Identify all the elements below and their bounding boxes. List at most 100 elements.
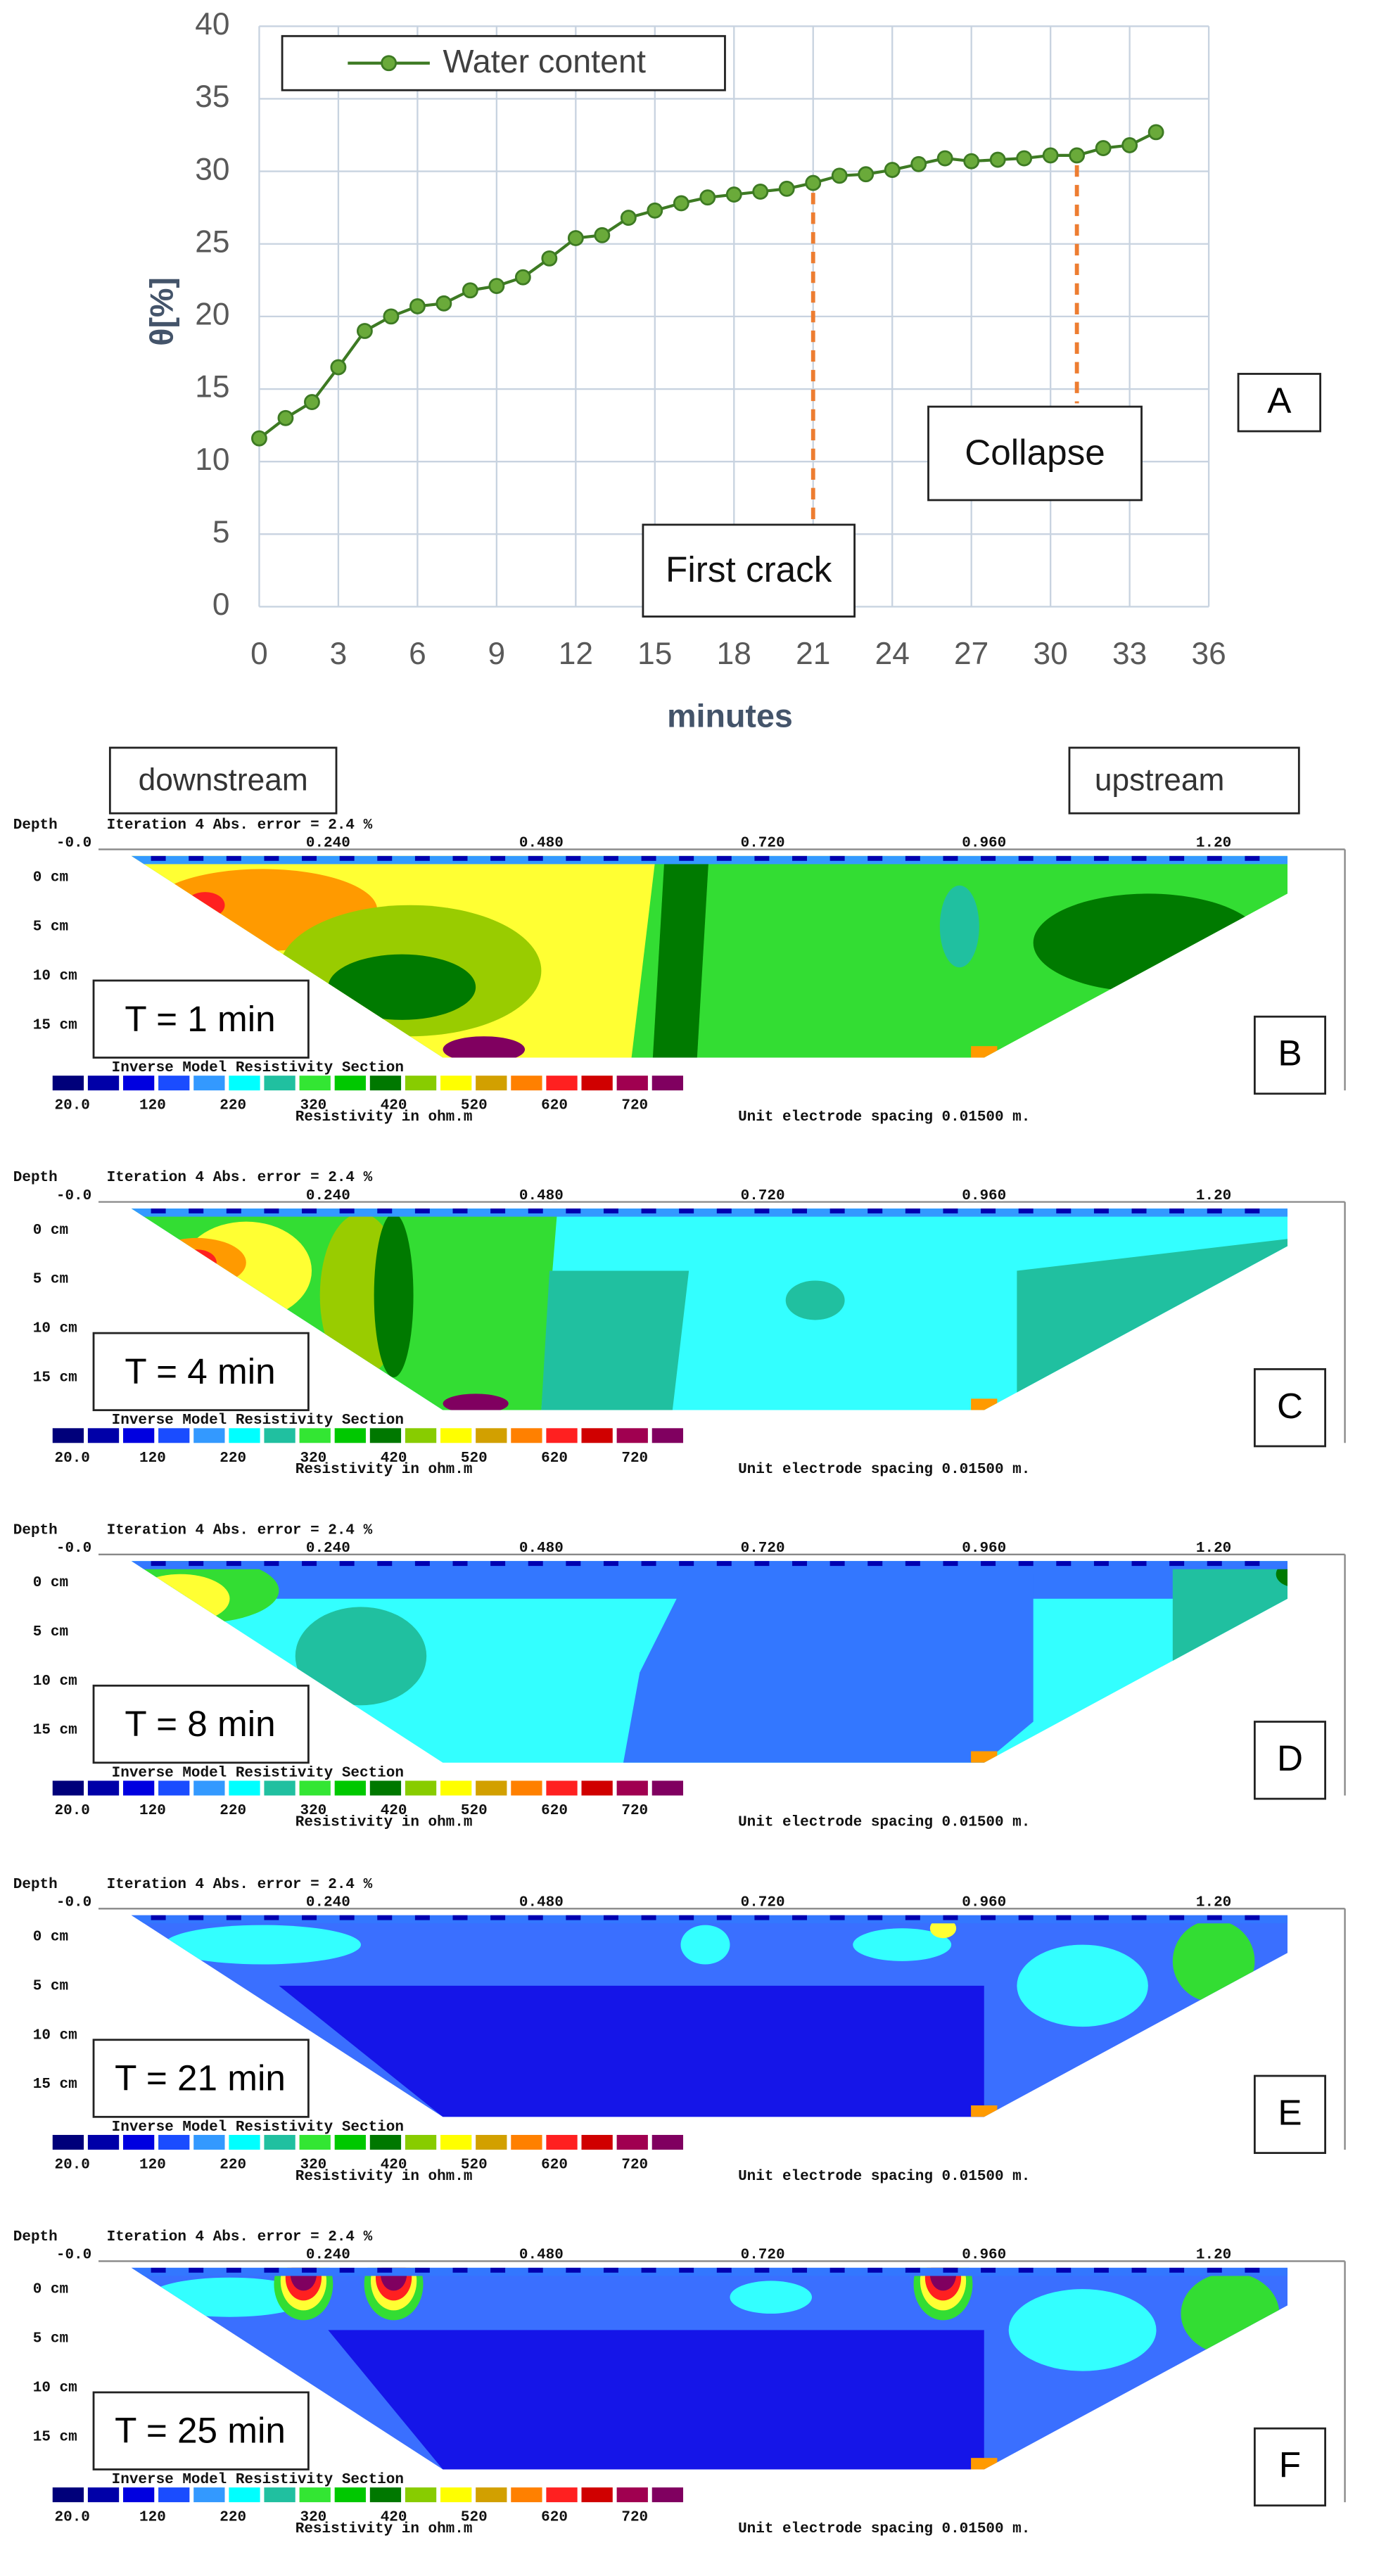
section-x-label: 1.20 [1196, 1541, 1231, 1557]
surface-spot [754, 855, 770, 861]
surface-spot [716, 2267, 732, 2273]
surface-spot [528, 2267, 543, 2273]
color-swatch [369, 1076, 402, 1091]
section-panel: Depth Iteration 4 Abs. error = 2.4 % -0.0 0… [13, 1170, 1346, 1478]
depth-label: 10 cm [33, 2380, 77, 2396]
legend-value: 720 [621, 1450, 648, 1467]
legend-value: 20.0 [55, 2157, 90, 2173]
map-zone [139, 1590, 189, 1624]
electrode-spot [971, 1398, 998, 1410]
legend-unit: Resistivity in ohm.m [295, 1109, 473, 1126]
surface-spot [226, 1561, 241, 1567]
time-box [92, 979, 310, 1059]
surface-spot [377, 1561, 393, 1567]
color-swatch [651, 1076, 684, 1091]
surface-spot [151, 2267, 166, 2273]
legend-value: 120 [139, 1450, 166, 1467]
data-point [251, 430, 267, 447]
surface-spot [1056, 855, 1072, 861]
color-swatch [52, 1076, 84, 1091]
surface-spot [528, 855, 543, 861]
depth-label: 15 cm [33, 1017, 77, 1033]
annotation-box [927, 405, 1143, 502]
surface-spot [490, 1561, 506, 1567]
time-label: T = 25 min [115, 2411, 286, 2451]
surface-spot [792, 1208, 808, 1213]
color-swatch [193, 2487, 225, 2503]
surface-spot [377, 1915, 393, 1920]
surface-spot [302, 855, 317, 861]
y-tick-label: 0 [212, 587, 230, 622]
color-swatch [52, 1780, 84, 1796]
surface-spot [1169, 2267, 1185, 2273]
color-swatch [616, 2487, 648, 2503]
time-label: T = 1 min [125, 999, 275, 1039]
color-swatch [52, 2487, 84, 2503]
section-x-label: 1.20 [1196, 1188, 1231, 1204]
surface-spot [1131, 1561, 1147, 1567]
data-point [752, 184, 769, 200]
surface-spot [452, 1915, 468, 1920]
legend-unit: Resistivity in ohm.m [295, 2521, 473, 2537]
legend-value: 220 [220, 2157, 246, 2173]
surface-spot [339, 2267, 355, 2273]
legend-value: 320 [300, 2157, 326, 2173]
legend-label: Water content [443, 43, 646, 79]
legend-value: 520 [461, 1098, 488, 1114]
data-point [383, 308, 400, 325]
surface-spot [1245, 2267, 1260, 2273]
surface-spot [1245, 1208, 1260, 1213]
color-swatch [405, 1780, 437, 1796]
section-x-label: 0.720 [741, 836, 785, 852]
data-point [963, 153, 980, 170]
section-panel: Depth Iteration 4 Abs. error = 2.4 % -0.0 0… [13, 2229, 1346, 2537]
y-tick-label: 35 [195, 79, 229, 114]
color-swatch [546, 2487, 578, 2503]
data-point [435, 295, 452, 312]
legend-value: 420 [381, 1450, 407, 1467]
surface-spot [981, 1208, 996, 1213]
surface-spot [1018, 855, 1034, 861]
surface-spot [1169, 1915, 1185, 1920]
surface-spot [452, 1208, 468, 1213]
color-swatch [546, 2134, 578, 2150]
panel-letter-box [1253, 2427, 1326, 2507]
map-zone [295, 1607, 427, 1706]
color-swatch [334, 1428, 366, 1443]
color-swatch [476, 1076, 507, 1091]
legend-value: 420 [381, 1098, 407, 1114]
color-swatch [511, 2134, 542, 2150]
x-tick-label: 33 [1112, 637, 1147, 671]
surface-spot [1018, 2267, 1034, 2273]
surface-spot [566, 1208, 581, 1213]
surface-spot [905, 1561, 920, 1567]
x-tick-label: 12 [559, 637, 593, 671]
surface-spot [641, 1208, 656, 1213]
x-tick-label: 27 [954, 637, 988, 671]
surface-spot [792, 1561, 808, 1567]
data-point [594, 227, 611, 243]
legend-unit: Resistivity in ohm.m [295, 1462, 473, 1478]
legend-value: 620 [541, 1098, 568, 1114]
data-point [858, 166, 875, 183]
section-x-label: 0.960 [962, 836, 1006, 852]
color-swatch [546, 1780, 578, 1796]
data-point [936, 150, 953, 167]
surface-spot [528, 1561, 543, 1567]
depth-label: 10 cm [33, 2027, 77, 2043]
legend-value: 520 [461, 1450, 488, 1467]
panel-letter: D [1277, 1738, 1303, 1778]
annotation-label: Collapse [965, 432, 1105, 472]
legend-value: 320 [300, 1098, 326, 1114]
surface-spot [867, 1915, 883, 1920]
color-swatch [87, 2134, 120, 2150]
x-tick-label: 24 [875, 637, 910, 671]
iteration-label: Iteration 4 Abs. error = 2.4 % [107, 1522, 373, 1538]
data-point [304, 394, 320, 411]
legend-value: 720 [621, 1098, 648, 1114]
color-swatch [440, 1428, 472, 1443]
color-swatch [193, 1428, 225, 1443]
section-x-label: 0.480 [519, 1895, 564, 1911]
color-swatch [229, 1076, 260, 1091]
